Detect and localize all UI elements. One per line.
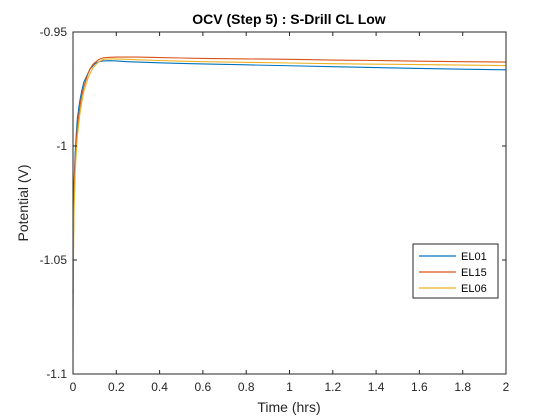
legend: EL01 EL15 EL06 [412,243,499,299]
x-tick-label: 0.4 [151,380,168,394]
y-axis-ticks: -1.1 -1.05 -1 -0.95 [40,25,506,381]
series-lines [72,56,507,375]
y-tick-label: -1.1 [46,367,67,381]
x-tick-label: 1.6 [411,380,428,394]
x-tick-label: 2 [503,380,510,394]
series-line-el06 [72,58,507,375]
legend-label-el15: EL15 [461,267,487,279]
x-tick-label: 0.2 [108,380,125,394]
x-axis-label: Time (hrs) [257,399,320,415]
legend-box [412,243,499,299]
plot-area: 0 0.2 0.4 0.6 0.8 1 1.2 1.4 1.6 1.8 2 -1.1-1.05-1-… [40,25,510,394]
y-tick-label: -1 [56,139,67,153]
series-line-el01 [72,60,507,295]
x-tick-label: 0.8 [238,380,255,394]
x-tick-label: 1.2 [324,380,341,394]
x-tick-label: 0 [70,380,77,394]
y-tick-label: -0.95 [40,25,68,39]
y-tick-label: -1.05 [40,253,68,267]
series-line-el15 [72,56,507,306]
x-tick-label: 1.4 [368,380,385,394]
chart-title: OCV (Step 5) : S-Drill CL Low [192,11,386,27]
legend-label-el01: EL01 [461,251,487,263]
x-axis-ticks: 0 0.2 0.4 0.6 0.8 1 1.2 1.4 1.6 1.8 2 [70,32,510,394]
plot-background [73,32,506,374]
legend-label-el06: EL06 [461,283,487,295]
y-axis-label: Potential (V) [15,164,31,241]
x-tick-label: 1 [286,380,293,394]
legend-items: EL01 EL15 EL06 [419,251,487,295]
x-tick-label: 0.6 [195,380,212,394]
x-tick-label: 1.8 [454,380,471,394]
